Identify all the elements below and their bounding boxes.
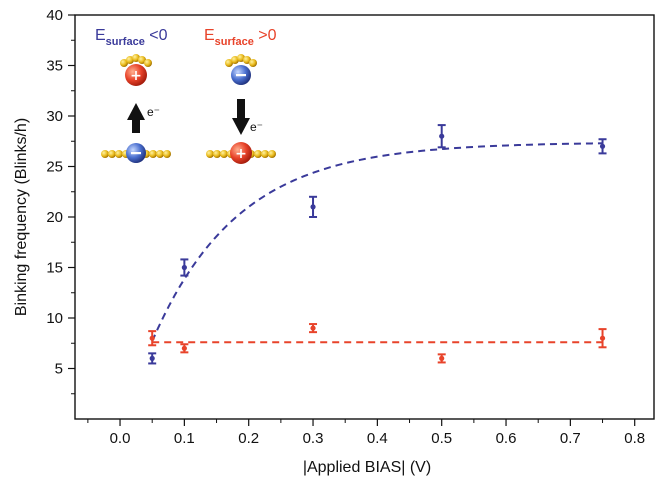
gold-cluster-top-left	[120, 54, 152, 67]
data-point	[439, 133, 445, 139]
inset-right-label-tail: >0	[254, 27, 277, 44]
x-tick-label: 0.4	[367, 430, 388, 447]
data-marks	[148, 124, 607, 365]
data-point	[599, 143, 606, 149]
minus-sign	[236, 74, 246, 77]
data-point	[310, 204, 316, 210]
inset-left-label-sub: surface	[106, 36, 145, 48]
x-axis-title: |Applied BIAS| (V)	[303, 459, 431, 476]
fit-lines	[151, 142, 603, 344]
data-point	[149, 335, 155, 341]
inset-left-label-tail: <0	[145, 27, 168, 44]
data-point	[149, 355, 155, 361]
plus-sign: +	[130, 68, 142, 84]
inset-left: Esurface <0 + e⁻	[95, 27, 171, 163]
data-point	[181, 345, 187, 351]
positive-charge-icon	[125, 64, 147, 86]
y-tick-label: 5	[55, 361, 63, 378]
y-tick-label: 35	[46, 58, 63, 75]
inset-right-label-main: E	[204, 27, 215, 44]
positive-charge-icon	[230, 142, 252, 164]
gold-cluster-top-right	[225, 54, 257, 67]
y-tick-label: 40	[46, 7, 63, 24]
axis-ticks	[68, 14, 636, 426]
fit-line-series-0	[151, 142, 603, 342]
inset-left-label: Esurface <0	[95, 27, 168, 48]
data-point	[439, 355, 445, 361]
data-point	[599, 335, 606, 341]
inset-right-label: Esurface >0	[204, 27, 277, 48]
gold-row-bottom-right	[206, 150, 276, 158]
inset-left-electron: e⁻	[147, 105, 160, 119]
y-tick-labels: 5 10 15 20 25 30 35 40	[46, 7, 63, 378]
x-tick-label: 0.6	[496, 430, 517, 447]
x-tick-label: 0.3	[303, 430, 324, 447]
x-tick-label: 0.7	[560, 430, 581, 447]
y-tick-label: 10	[46, 310, 63, 327]
y-tick-label: 30	[46, 108, 63, 125]
arrow-down-icon	[232, 99, 250, 135]
y-axis-title: Binking frequency (Blinks/h)	[13, 118, 30, 316]
inset-right: Esurface >0 e⁻ +	[204, 27, 277, 164]
x-tick-label: 0.5	[431, 430, 452, 447]
gold-row-bottom-left	[101, 150, 171, 158]
arrow-up-icon	[127, 103, 145, 133]
inset-right-electron: e⁻	[250, 120, 263, 134]
data-point	[310, 325, 316, 331]
plus-sign: +	[235, 146, 247, 162]
x-tick-label: 0.1	[174, 430, 195, 447]
x-tick-label: 0.2	[238, 430, 259, 447]
minus-sign	[131, 152, 141, 155]
y-tick-label: 20	[46, 209, 63, 226]
x-tick-labels: 0.0 0.1 0.2 0.3 0.4 0.5 0.6 0.7 0.8	[110, 430, 646, 447]
data-point	[181, 264, 187, 271]
inset-left-label-main: E	[95, 27, 106, 44]
inset-legend: Esurface <0 + e⁻ Esurface >0	[95, 27, 277, 164]
x-tick-label: 0.0	[110, 430, 131, 447]
inset-right-label-sub: surface	[215, 36, 254, 48]
y-tick-label: 15	[46, 260, 63, 277]
plot-frame	[74, 14, 655, 420]
x-tick-label: 0.8	[624, 430, 645, 447]
y-tick-label: 25	[46, 159, 63, 176]
